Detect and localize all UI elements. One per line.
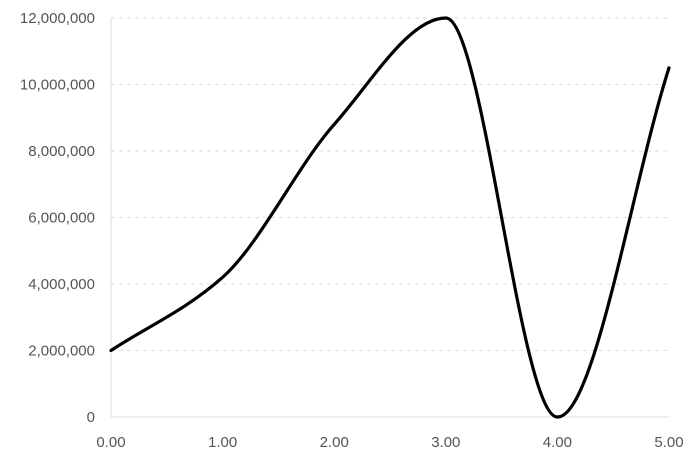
- x-tick-label: 0.00: [96, 434, 125, 451]
- x-axis-tick-labels: 0.00 1.00 2.00 3.00 4.00 5.00: [96, 434, 683, 451]
- x-tick-label: 1.00: [208, 434, 237, 451]
- y-tick-label: 8,000,000: [28, 143, 95, 160]
- series-line: [109, 16, 671, 419]
- data-point: [220, 274, 226, 280]
- y-tick-label: 12,000,000: [20, 10, 95, 27]
- data-point: [108, 348, 114, 354]
- x-tick-label: 2.00: [320, 434, 349, 451]
- series-group: [108, 15, 672, 420]
- x-tick-label: 5.00: [654, 434, 683, 451]
- data-point: [554, 414, 560, 420]
- y-tick-label: 0: [87, 409, 95, 426]
- data-point: [666, 65, 672, 71]
- y-tick-label: 10,000,000: [20, 77, 95, 94]
- x-tick-label: 3.00: [431, 434, 460, 451]
- y-tick-label: 4,000,000: [28, 276, 95, 293]
- y-tick-label: 2,000,000: [28, 343, 95, 360]
- y-tick-label: 6,000,000: [28, 210, 95, 227]
- x-tick-label: 4.00: [543, 434, 572, 451]
- y-axis-tick-labels: 0 2,000,000 4,000,000 6,000,000 8,000,000 10,…: [20, 10, 95, 426]
- data-point: [331, 121, 337, 127]
- data-point: [443, 15, 449, 21]
- grid-lines: [111, 17, 669, 351]
